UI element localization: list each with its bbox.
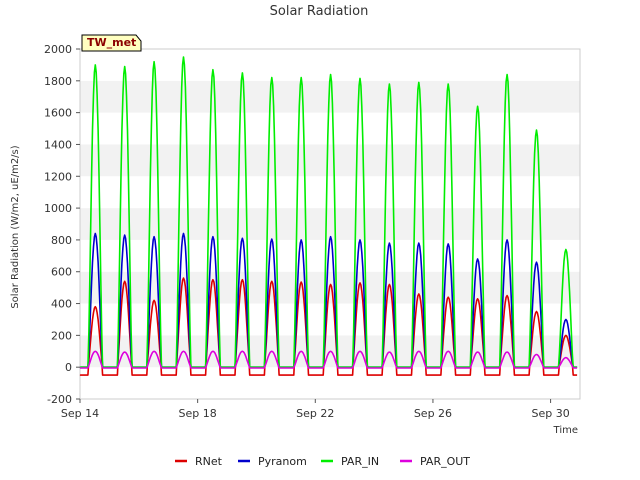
grid-band (80, 176, 580, 209)
y-tick-label: 1000 (44, 202, 72, 215)
series-line-par_in (79, 56, 578, 368)
legend-label-pyranom: Pyranom (258, 455, 307, 468)
grid-band (80, 144, 580, 177)
x-tick-label: Sep 22 (296, 407, 334, 420)
station-tag-box (81, 34, 142, 52)
grid-band (80, 112, 580, 145)
grid-band (80, 208, 580, 240)
y-tick-label: 200 (51, 329, 72, 342)
legend-label-par_in: PAR_IN (341, 455, 379, 468)
y-axis-title: Solar Radiation (W/m2, uE/m2/s) (10, 145, 21, 308)
legend-label-par_out: PAR_OUT (420, 455, 470, 468)
y-axis-ticks: -200 0 200 400 600 800 1000 1200 1400 1600 1800 200… (44, 43, 80, 406)
grid-bands (80, 49, 580, 399)
series-line-pyranom (79, 232, 578, 368)
x-tick-label: Sep 18 (179, 407, 217, 420)
y-tick-label: -200 (47, 393, 72, 406)
y-tick-label: 2000 (44, 43, 72, 56)
y-tick-label: 1200 (44, 170, 72, 183)
chart-title: Solar Radiation (270, 4, 369, 19)
x-axis-title: Time (553, 425, 578, 436)
y-tick-label: 0 (65, 361, 72, 374)
x-tick-label: Sep 26 (414, 407, 452, 420)
x-tick-label: Sep 30 (531, 407, 569, 420)
y-tick-label: 1400 (44, 138, 72, 151)
plot-frame (79, 48, 581, 400)
grid-band (80, 367, 580, 399)
y-tick-label: 1600 (44, 107, 72, 120)
x-axis-ticks: Sep 14 Sep 18 Sep 22 Sep 26 Sep 30 (61, 399, 570, 420)
x-tick-label: Sep 14 (61, 407, 99, 420)
y-tick-label: 1800 (44, 75, 72, 88)
y-tick-label: 400 (51, 298, 72, 311)
grid-band (80, 303, 580, 336)
series-layer (79, 56, 578, 376)
series-line-par_out (79, 350, 578, 369)
legend-label-rnet: RNet (195, 455, 223, 468)
y-tick-label: 600 (51, 266, 72, 279)
legend: RNet Pyranom PAR_IN PAR_OUT (175, 455, 470, 468)
station-tag-label: TW_met (87, 36, 136, 49)
station-tag: TW_met (81, 34, 142, 52)
y-tick-label: 800 (51, 234, 72, 247)
